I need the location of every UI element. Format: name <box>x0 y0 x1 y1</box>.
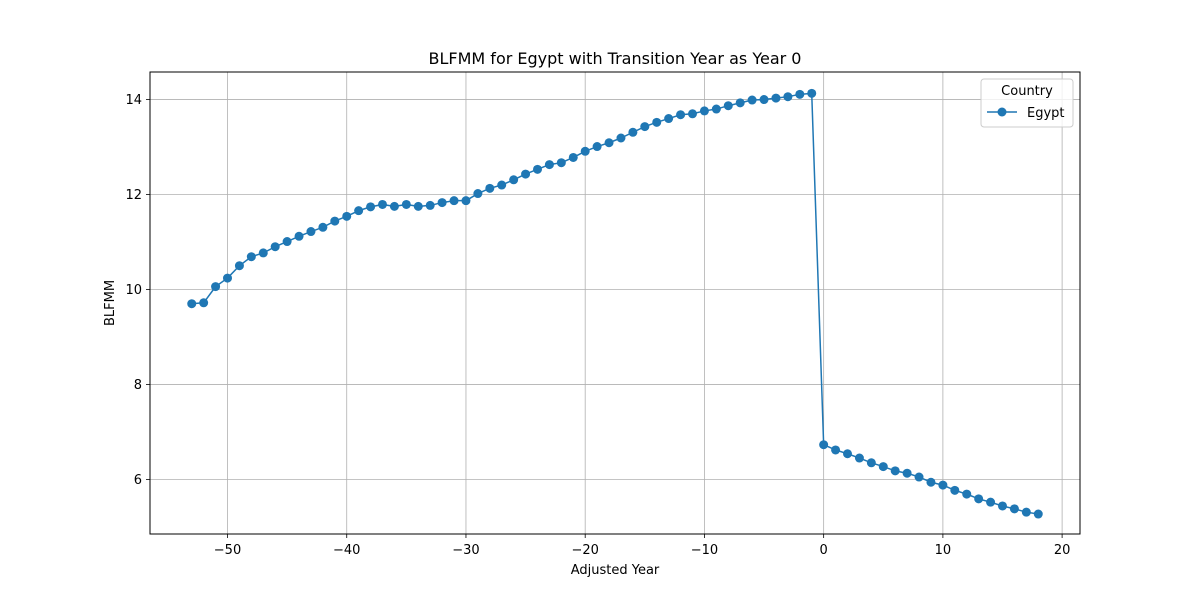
data-point <box>461 196 471 206</box>
data-point <box>211 282 221 292</box>
data-point <box>568 152 578 162</box>
y-tick-label: 12 <box>125 188 142 203</box>
data-point <box>676 110 686 120</box>
data-point <box>318 222 328 232</box>
data-point <box>425 200 435 210</box>
data-point <box>270 242 280 252</box>
data-point <box>473 189 483 199</box>
x-tick-label: −50 <box>214 543 241 558</box>
data-point <box>294 231 304 241</box>
data-point <box>831 445 841 455</box>
x-tick-label: 20 <box>1054 543 1071 558</box>
x-axis-label: Adjusted Year <box>571 563 660 578</box>
data-point <box>747 95 757 105</box>
y-axis-label: BLFMM <box>103 280 118 326</box>
y-tick-label: 8 <box>134 378 142 393</box>
data-point <box>580 146 590 156</box>
data-point <box>556 158 566 168</box>
x-tick-label: −10 <box>691 543 718 558</box>
data-point <box>509 175 519 185</box>
data-point <box>723 101 733 111</box>
data-point <box>330 216 340 226</box>
data-point <box>449 196 459 206</box>
data-point <box>843 449 852 459</box>
data-point <box>688 109 697 119</box>
x-tick-label: 10 <box>935 543 952 558</box>
data-point <box>759 95 769 105</box>
data-point <box>413 201 423 211</box>
data-point <box>497 180 507 190</box>
data-point <box>485 183 495 193</box>
legend: Country Egypt <box>980 78 1074 128</box>
plot-area-frame <box>149 71 1081 535</box>
data-point <box>902 468 912 478</box>
chart-title: BLFMM for Egypt with Transition Year as … <box>429 49 802 68</box>
data-point <box>592 142 602 152</box>
data-point <box>664 114 674 124</box>
data-point <box>521 169 531 179</box>
data-point <box>604 138 614 148</box>
data-point <box>878 462 888 472</box>
grid <box>150 72 1080 534</box>
y-axis-ticks: 6 8 10 12 14 <box>125 93 150 488</box>
legend-marker-egypt <box>997 107 1007 117</box>
data-point <box>437 198 447 208</box>
data-point <box>401 199 411 209</box>
data-point <box>282 237 292 247</box>
data-point <box>735 98 745 108</box>
data-point <box>986 497 996 507</box>
data-point <box>533 164 542 174</box>
y-tick-label: 14 <box>125 93 142 108</box>
data-point <box>1033 509 1043 519</box>
x-tick-label: −20 <box>571 543 598 558</box>
data-point <box>974 494 984 504</box>
data-point <box>306 227 316 237</box>
data-point <box>1009 504 1019 514</box>
data-point <box>234 261 244 271</box>
data-point <box>354 206 364 216</box>
data-point <box>1021 507 1031 517</box>
legend-label-egypt: Egypt <box>1027 106 1065 121</box>
data-point <box>544 160 554 170</box>
legend-title: Country <box>1001 84 1053 99</box>
x-tick-label: −40 <box>333 543 360 558</box>
data-point <box>246 252 256 262</box>
data-point <box>187 299 197 309</box>
data-point <box>366 202 376 212</box>
data-point <box>950 485 960 495</box>
x-tick-label: 0 <box>820 543 828 558</box>
data-point <box>223 273 232 283</box>
data-point <box>926 477 936 487</box>
data-point <box>962 489 972 499</box>
data-point <box>938 480 948 490</box>
data-point <box>866 458 876 468</box>
data-point <box>819 440 829 450</box>
data-point <box>199 298 209 308</box>
data-point <box>628 127 638 137</box>
data-point <box>342 211 352 221</box>
data-point <box>616 133 626 143</box>
y-tick-label: 10 <box>125 283 142 298</box>
data-point <box>258 248 268 258</box>
data-point <box>711 104 721 114</box>
data-point <box>640 122 650 132</box>
data-point <box>795 89 805 99</box>
data-point <box>652 117 662 127</box>
data-point <box>998 501 1007 511</box>
x-axis-ticks: −50 −40 −30 −20 −10 0 10 20 <box>214 534 1071 558</box>
y-tick-label: 6 <box>134 473 142 488</box>
data-point <box>890 466 900 476</box>
data-point <box>378 199 387 209</box>
data-point <box>914 472 924 482</box>
series-egypt <box>187 88 1043 519</box>
data-point <box>771 93 781 103</box>
data-point <box>389 201 399 211</box>
data-point <box>807 88 817 98</box>
data-point <box>783 92 793 102</box>
data-point <box>854 453 864 463</box>
data-point <box>699 106 709 116</box>
x-tick-label: −30 <box>452 543 479 558</box>
